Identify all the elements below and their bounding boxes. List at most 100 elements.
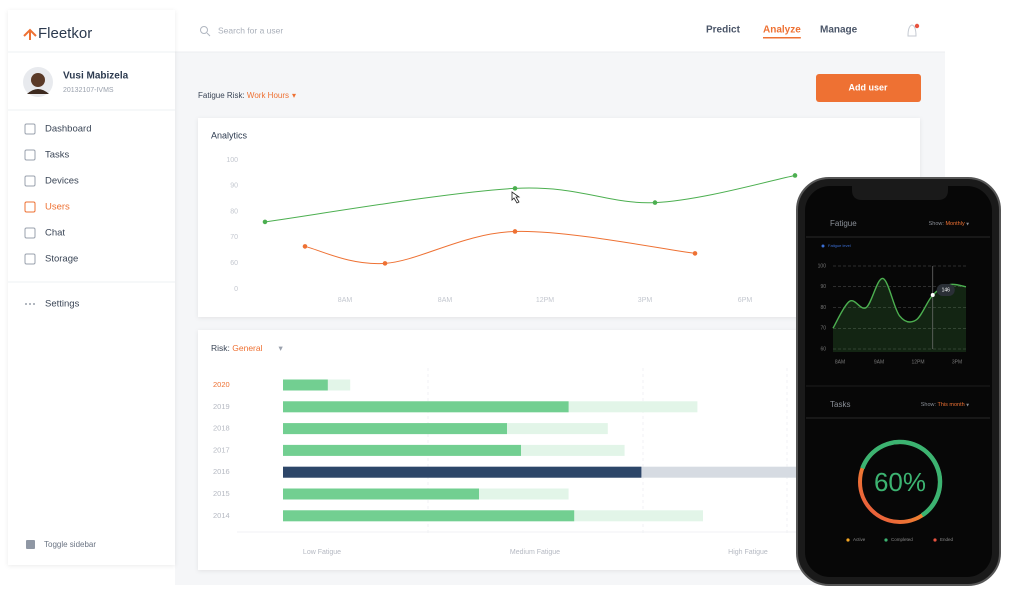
line: [304, 230, 696, 265]
y-tick-label: 80: [820, 305, 826, 311]
y-label: 2020: [213, 380, 230, 389]
y-tick-label: 60: [230, 260, 238, 267]
point: [512, 229, 518, 234]
bar: [283, 444, 521, 456]
nav: Dashboard Tasks Devices Users Chat Storage: [24, 123, 91, 265]
point: [382, 261, 388, 266]
y-tick-label: 70: [230, 234, 238, 241]
risk-chart: 2020 2019 2018 2017 2016 2015 2014 Low Fatigue M…: [213, 368, 905, 556]
analytics-chart: 100 90 80 70 60 0 8AM 8AM 12PM 3PM 6PM: [226, 157, 798, 304]
point: [302, 244, 308, 249]
filter-label: Fatigue Risk:: [198, 91, 245, 100]
x-tick-label: 3PM: [952, 359, 962, 365]
period: Monthly: [945, 221, 965, 227]
nav-icon: [24, 227, 36, 239]
add-user-button[interactable]: [816, 74, 921, 102]
top-bar: [175, 0, 945, 52]
legend-label: Active: [853, 537, 866, 542]
x-tick-label: 12PM: [911, 359, 924, 365]
y-label: 2019: [213, 402, 230, 411]
legend-label: Fatigue level: [828, 243, 851, 248]
fatigue-period[interactable]: Show: Monthly ▾: [929, 221, 970, 227]
toggle-icon: [26, 540, 35, 549]
x-tick-label: 8AM: [438, 297, 453, 304]
toggle-sidebar[interactable]: Toggle sidebar: [44, 540, 96, 549]
y-label: 2018: [213, 424, 230, 433]
x-tick-label: 12PM: [536, 297, 554, 304]
nav-icon: [24, 253, 36, 265]
show-label: Show:: [921, 402, 937, 408]
nav-icon: [24, 201, 36, 213]
filter-value: Work Hours: [247, 91, 289, 100]
x-label: Medium Fatigue: [510, 549, 560, 556]
point: [512, 186, 518, 191]
nav-item[interactable]: Users: [45, 202, 70, 213]
tabs: Predict Analyze Manage: [706, 25, 858, 39]
phone: Fatigue Show: Monthly ▾ Tasks Show: This…: [796, 177, 1001, 586]
bell-icon[interactable]: [907, 24, 917, 37]
point: [692, 251, 698, 256]
nav-item[interactable]: Storage: [45, 254, 78, 265]
tab-underline: [763, 37, 801, 39]
caret: ▾: [279, 343, 284, 353]
tab[interactable]: Predict: [706, 25, 741, 36]
bar: [283, 401, 569, 413]
nav-item[interactable]: Dashboard: [45, 124, 91, 135]
bar: [283, 423, 507, 435]
x-tick-label: 9AM: [874, 359, 884, 365]
y-tick-label: 90: [230, 183, 238, 190]
donut-arc: [857, 439, 943, 525]
tab[interactable]: Manage: [820, 25, 858, 36]
filter[interactable]: Fatigue Risk: Work Hours ▾: [198, 91, 296, 100]
y-label: 2015: [213, 489, 230, 498]
legend-dot: [933, 538, 937, 542]
bar: [283, 466, 642, 478]
legend-label: Ended: [940, 537, 954, 542]
x-tick-label: 8AM: [835, 359, 845, 365]
y-tick-label: 80: [230, 208, 238, 215]
donut-label: 60%: [874, 467, 926, 497]
tasks-period[interactable]: Show: This month ▾: [921, 402, 969, 408]
show-label: Show:: [929, 221, 945, 227]
analytics-title: Analytics: [211, 130, 248, 140]
search-icon-handle: [206, 32, 211, 37]
tooltip: [936, 284, 955, 296]
period: This month: [937, 402, 964, 408]
avatar-body: [27, 89, 49, 94]
nav-item[interactable]: Devices: [45, 176, 79, 187]
legend-dot: [846, 538, 850, 542]
sidebar: [8, 10, 175, 565]
nav-icon: [24, 149, 36, 161]
bell-badge: [914, 23, 920, 29]
y-tick-label: 70: [820, 326, 826, 332]
legend-dot: [884, 538, 888, 542]
nav-icon: [24, 123, 36, 135]
y-tick-label: 60: [820, 346, 826, 352]
point: [262, 219, 268, 225]
nav-item[interactable]: Chat: [45, 228, 65, 239]
y-label: 2014: [213, 511, 230, 520]
y-tick-label: 0: [234, 286, 238, 293]
user-id: 20132107-IVMS: [63, 87, 114, 94]
x-tick-label: 8AM: [338, 297, 353, 304]
search-input[interactable]: Search for a user: [218, 25, 283, 35]
highlight-point: [930, 293, 935, 298]
y-tick-label: 100: [226, 157, 238, 164]
phone-screen: [805, 186, 992, 577]
settings-icon: [25, 303, 35, 305]
fatigue-title: Fatigue: [830, 219, 857, 228]
risk-filter[interactable]: Risk: General ▾: [211, 343, 284, 353]
y-label: 2017: [213, 445, 230, 454]
risk-value: General: [232, 343, 262, 353]
cursor: [511, 191, 521, 204]
notch: [852, 186, 948, 200]
logo-icon: [23, 28, 37, 40]
y-label: 2016: [213, 467, 230, 476]
y-tick-label: 100: [818, 263, 827, 269]
nav-item[interactable]: Tasks: [45, 150, 70, 161]
tab[interactable]: Analyze: [763, 25, 801, 36]
settings[interactable]: Settings: [45, 299, 80, 310]
risk-label: Risk:: [211, 343, 230, 353]
phone-chart: 100 90 80 70 60 8AM 9AM 12PM 3PM 146 60% Active Comp…: [818, 263, 967, 542]
